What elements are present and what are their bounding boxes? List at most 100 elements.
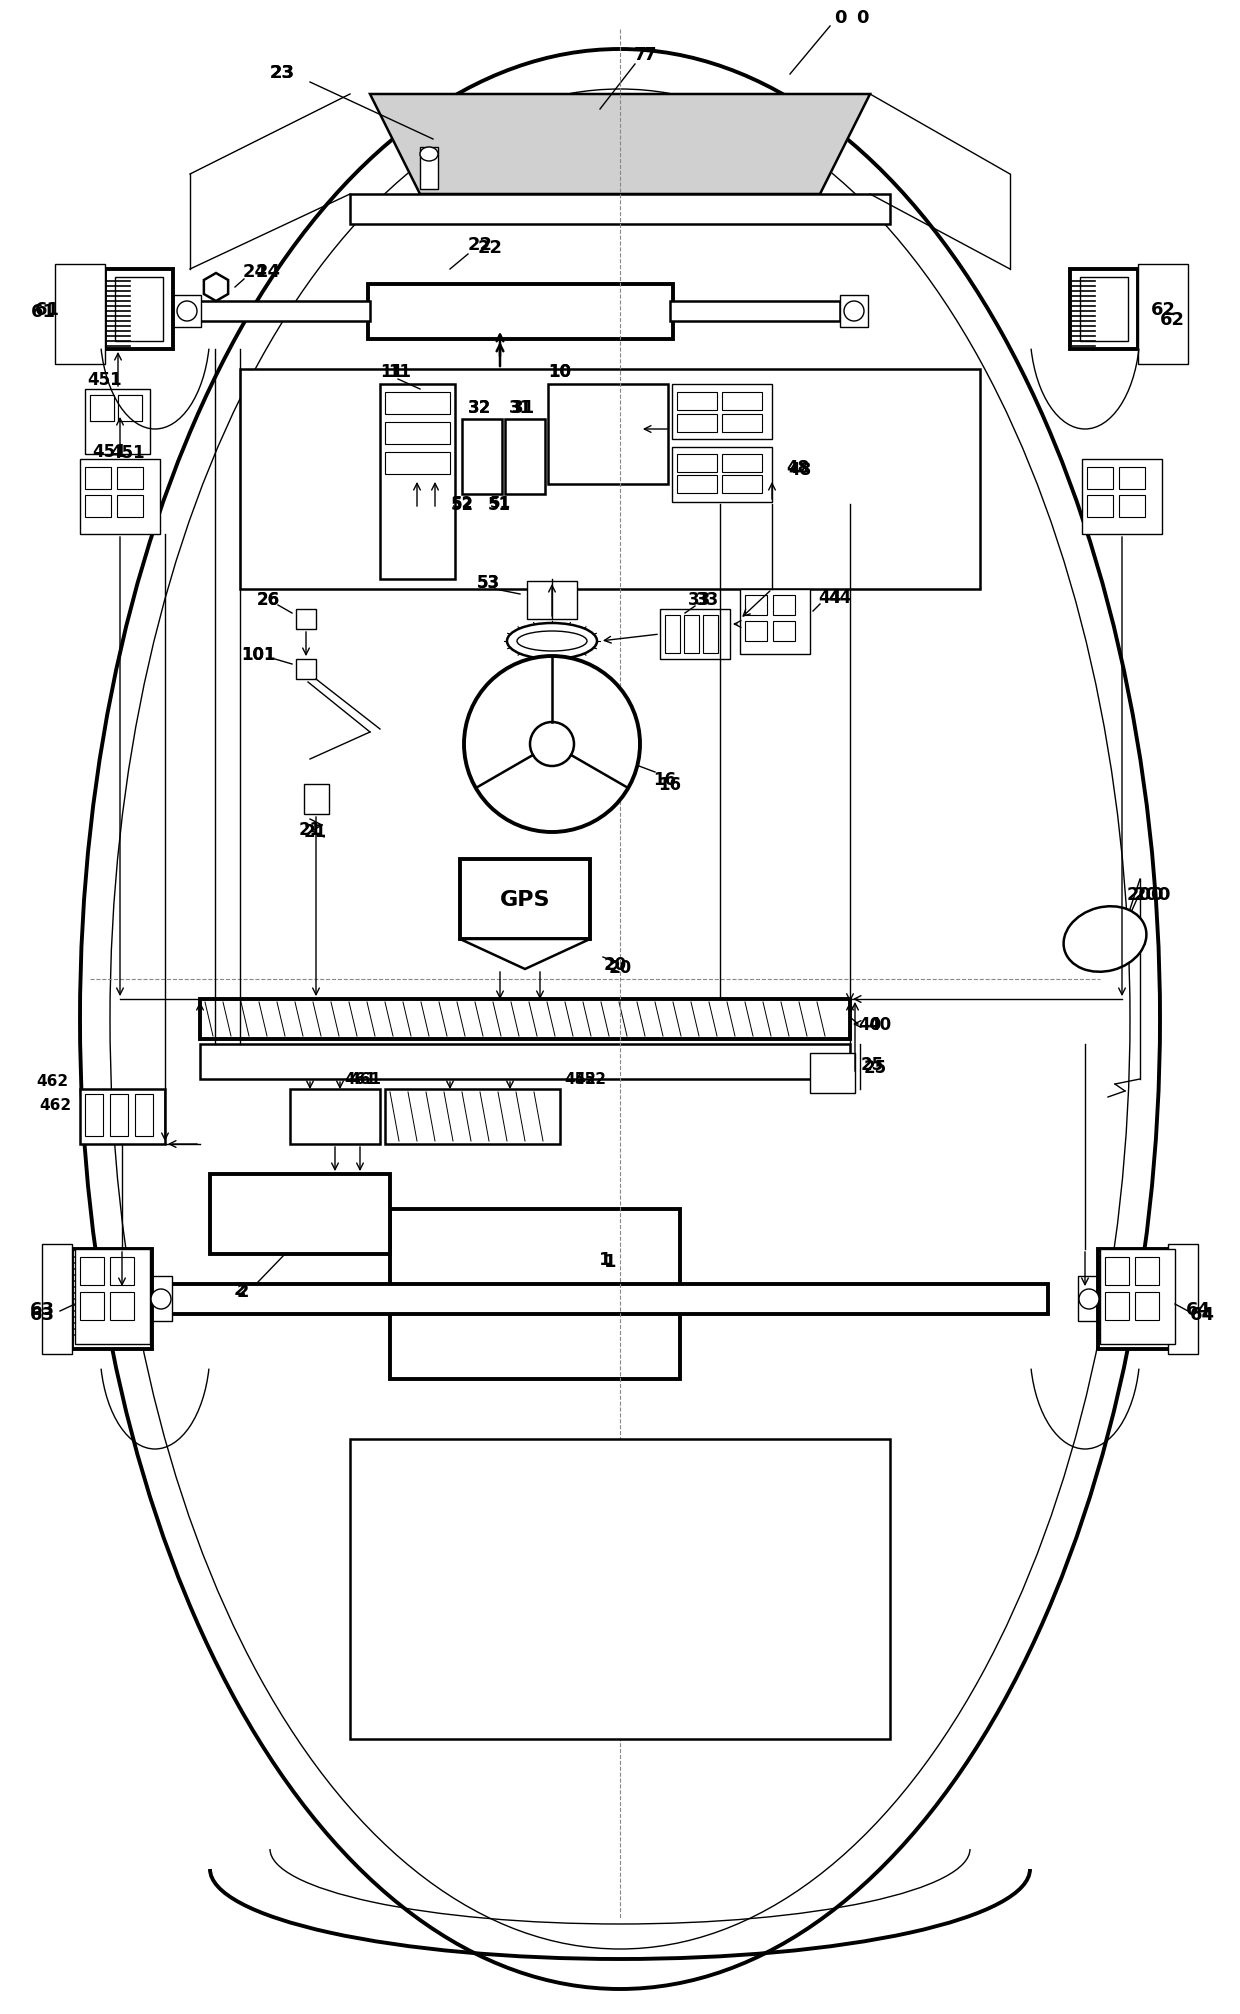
Text: 1: 1 (604, 1253, 616, 1271)
Text: 53: 53 (476, 574, 500, 592)
Text: 451: 451 (93, 443, 128, 461)
Bar (210, 1174, 391, 1255)
Bar (1070, 270, 1138, 350)
Bar (200, 302, 370, 322)
Text: 53: 53 (476, 574, 500, 592)
Text: 2: 2 (237, 1283, 249, 1301)
Bar (1080, 278, 1128, 342)
Text: 26: 26 (257, 590, 279, 608)
Text: 16: 16 (653, 771, 677, 789)
Bar (677, 475, 717, 493)
Text: 0: 0 (856, 8, 868, 26)
Bar (118, 397, 143, 421)
Bar (672, 385, 773, 439)
Text: 452: 452 (574, 1071, 606, 1088)
Bar (463, 419, 502, 495)
Bar (548, 385, 668, 485)
Bar (105, 270, 174, 350)
Ellipse shape (517, 632, 587, 653)
Text: 461: 461 (350, 1071, 381, 1088)
Bar (384, 393, 450, 415)
Bar (72, 1249, 153, 1349)
Bar (1087, 467, 1114, 489)
Bar (167, 1285, 1048, 1315)
Bar (672, 447, 773, 504)
Bar (296, 610, 316, 630)
Text: 21: 21 (299, 820, 321, 838)
Bar (81, 1090, 165, 1144)
Ellipse shape (507, 624, 596, 661)
Bar (1118, 495, 1145, 518)
Bar (505, 419, 546, 495)
Text: 23: 23 (269, 64, 295, 83)
Text: 462: 462 (36, 1073, 68, 1090)
Bar (81, 1293, 104, 1321)
Text: 64: 64 (1189, 1305, 1214, 1323)
Bar (81, 459, 160, 536)
Text: GPS: GPS (500, 890, 551, 910)
Text: 52: 52 (453, 495, 474, 512)
Polygon shape (460, 941, 590, 969)
Bar (460, 860, 590, 941)
Bar (42, 1245, 72, 1353)
Bar (745, 596, 768, 616)
Text: 21: 21 (304, 822, 326, 840)
Bar (722, 415, 763, 433)
Text: 52: 52 (450, 495, 474, 514)
Bar (839, 296, 868, 328)
Text: 62: 62 (1159, 310, 1184, 328)
Bar (665, 616, 680, 655)
Text: 16: 16 (658, 775, 682, 794)
Bar (703, 616, 718, 655)
Circle shape (464, 657, 640, 832)
Bar (684, 616, 699, 655)
Bar (1138, 266, 1188, 365)
Bar (1168, 1245, 1198, 1353)
Bar (670, 302, 839, 322)
Bar (241, 371, 980, 590)
Bar (773, 596, 795, 616)
Bar (86, 1094, 103, 1136)
Bar (677, 455, 717, 473)
Bar (91, 397, 114, 421)
Text: 462: 462 (38, 1098, 71, 1112)
Text: 24: 24 (255, 264, 280, 280)
Text: 24: 24 (243, 264, 268, 280)
Bar (677, 393, 717, 411)
Bar (527, 582, 577, 620)
Bar (118, 397, 143, 421)
Bar (200, 999, 849, 1039)
Text: 1: 1 (599, 1251, 611, 1269)
Bar (420, 147, 438, 189)
Text: 452: 452 (564, 1071, 596, 1088)
Bar (384, 423, 450, 445)
Bar (86, 467, 112, 489)
Bar (1105, 1293, 1128, 1321)
Bar (722, 455, 763, 473)
Text: 101: 101 (241, 646, 275, 665)
Bar (1105, 1257, 1128, 1285)
Bar (379, 385, 455, 580)
Text: 44: 44 (828, 588, 852, 606)
Text: 200: 200 (1133, 886, 1171, 904)
Bar (722, 393, 763, 411)
Bar (55, 266, 105, 365)
Text: 22: 22 (477, 240, 502, 258)
Text: 10: 10 (548, 363, 572, 381)
Text: 200: 200 (1126, 886, 1164, 904)
Text: 31: 31 (508, 399, 532, 417)
Bar (117, 467, 143, 489)
Text: 7: 7 (634, 46, 646, 64)
Text: 7: 7 (644, 46, 656, 64)
Bar (174, 296, 201, 328)
Text: 26: 26 (257, 590, 279, 608)
Bar (135, 1094, 153, 1136)
Circle shape (844, 302, 864, 322)
Text: 10: 10 (548, 363, 572, 381)
Text: 61: 61 (31, 302, 56, 320)
Bar (745, 622, 768, 642)
Text: 33: 33 (697, 590, 719, 608)
Text: 40: 40 (868, 1015, 892, 1033)
Bar (115, 278, 162, 342)
Text: 2: 2 (234, 1281, 247, 1299)
